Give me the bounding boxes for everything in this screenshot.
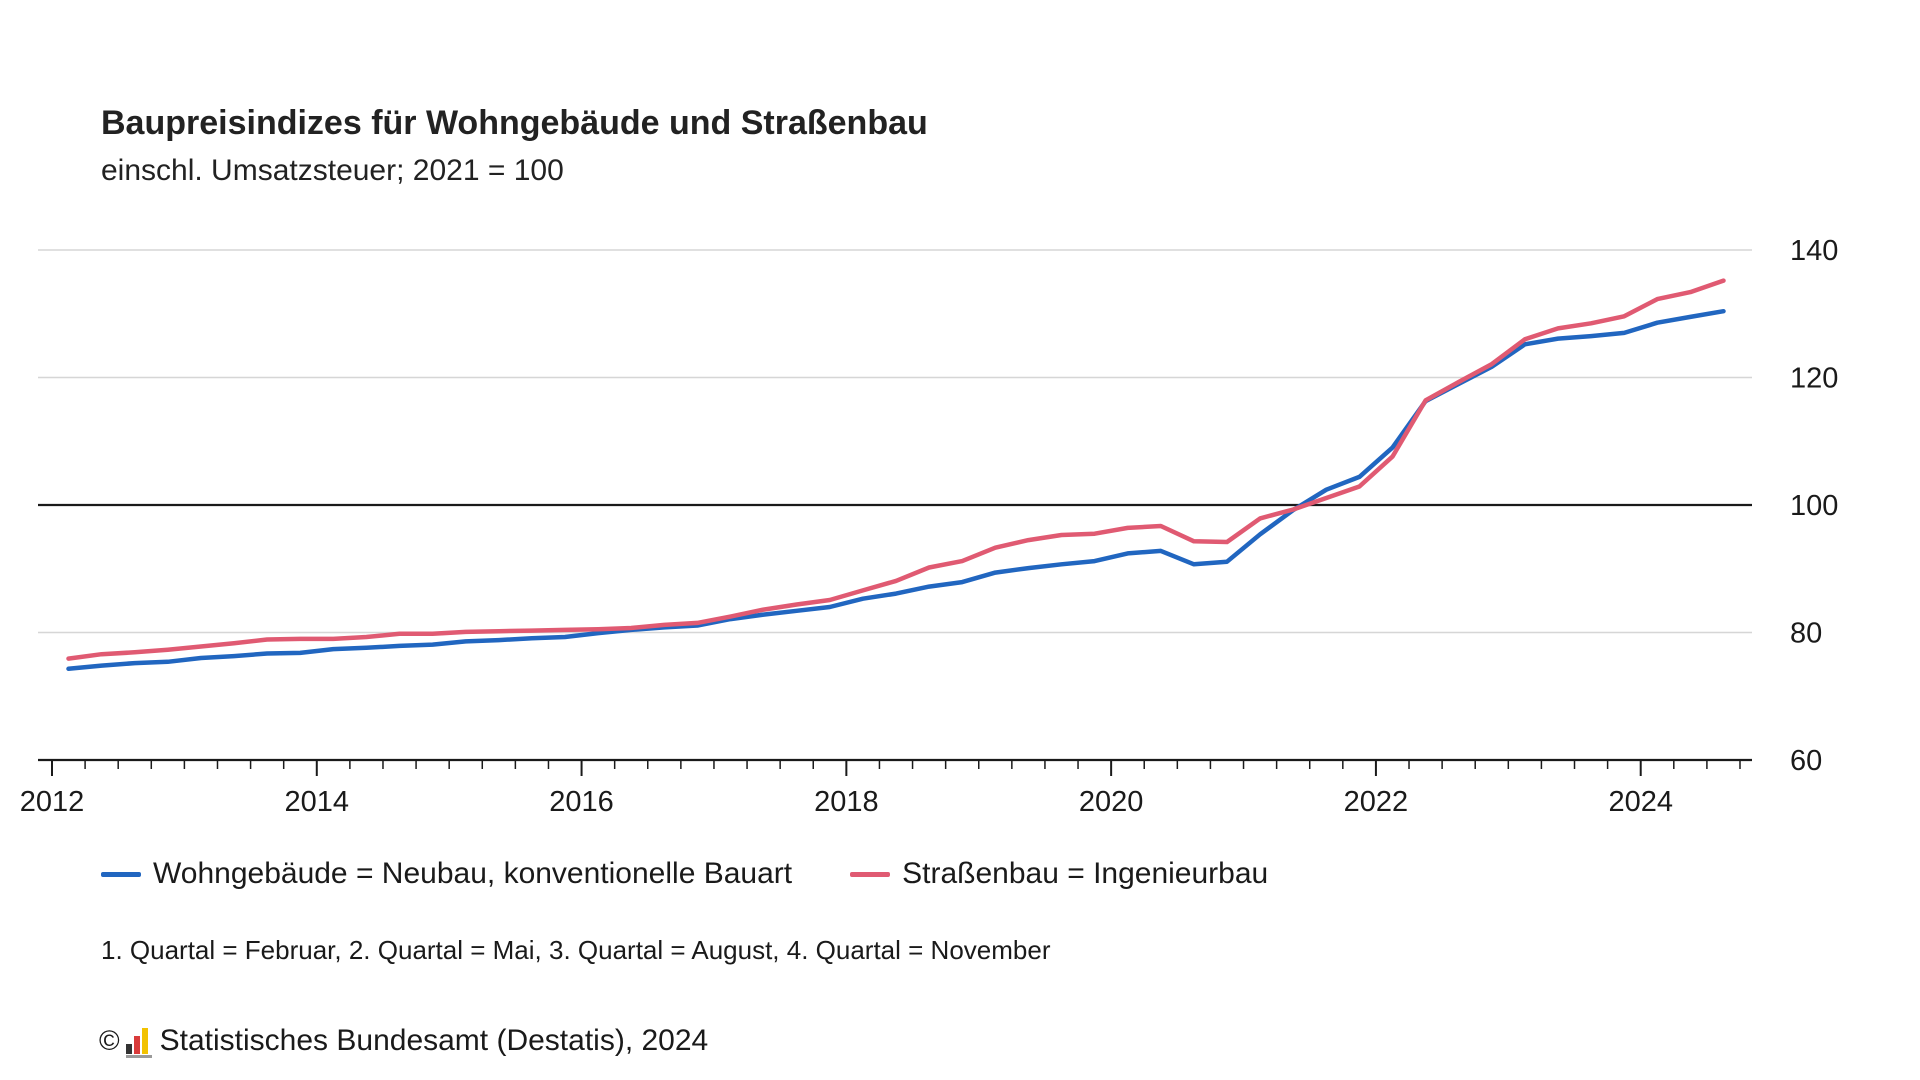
source-text: Statistisches Bundesamt (Destatis), 2024 [159, 1024, 709, 1057]
series-line-wohngebaeude [66, 308, 1726, 672]
x-tick-label-2020: 2020 [1079, 786, 1144, 818]
x-tick-label-2016: 2016 [549, 786, 614, 818]
source-credit: © Statistisches Bundesamt (Destatis), 20… [99, 1024, 708, 1058]
legend-label-wohngebaeude: Wohngebäude = Neubau, konventionelle Bau… [153, 857, 793, 890]
y-tick-label-120: 120 [1790, 363, 1838, 395]
y-tick-label-60: 60 [1790, 745, 1822, 777]
chart-title: Baupreisindizes für Wohngebäude und Stra… [101, 104, 928, 142]
x-tick-label-2022: 2022 [1344, 786, 1409, 818]
legend-swatch-wohngebaeude [101, 871, 141, 877]
chart-subtitle: einschl. Umsatzsteuer; 2021 = 100 [101, 154, 564, 187]
legend-item-wohngebaeude: Wohngebäude = Neubau, konventionelle Bau… [101, 857, 792, 891]
y-tick-label-80: 80 [1790, 618, 1822, 650]
x-tick-label-2018: 2018 [814, 786, 879, 818]
x-tick-label-2014: 2014 [285, 786, 350, 818]
legend-label-strassenbau: Straßenbau = Ingenieurbau [902, 857, 1269, 890]
destatis-logo-icon [125, 1028, 152, 1058]
copyright-symbol: © [99, 1025, 120, 1056]
legend: Wohngebäude = Neubau, konventionelle Bau… [101, 857, 1326, 891]
quarter-note: 1. Quartal = Februar, 2. Quartal = Mai, … [101, 935, 1051, 965]
x-tick-label-2024: 2024 [1608, 786, 1673, 818]
legend-item-strassenbau: Straßenbau = Ingenieurbau [850, 857, 1268, 891]
x-tick-label-2012: 2012 [20, 786, 85, 818]
y-tick-label-140: 140 [1790, 235, 1838, 267]
legend-swatch-strassenbau [850, 871, 891, 877]
y-tick-label-100: 100 [1790, 490, 1838, 522]
series-line-strassenbau [66, 278, 1726, 661]
